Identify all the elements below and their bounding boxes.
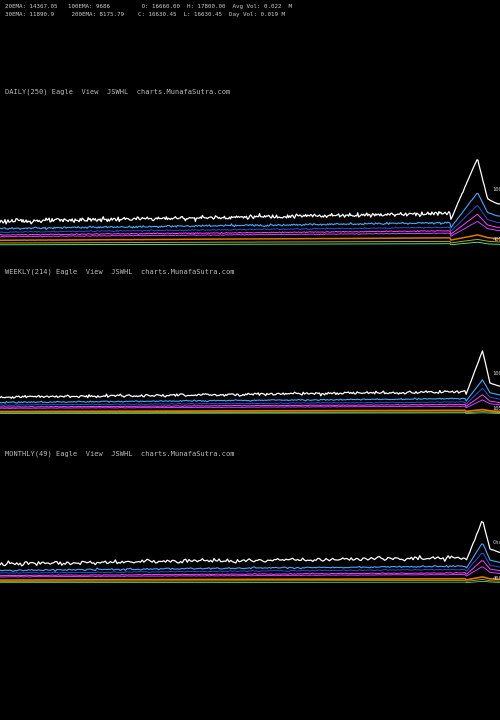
Text: DAILY(250) Eagle  View  JSWHL  charts.MunafaSutra.com: DAILY(250) Eagle View JSWHL charts.Munaf… bbox=[5, 89, 230, 95]
Text: MONTHLY(49) Eagle  View  JSWHL  charts.MunafaSutra.com: MONTHLY(49) Eagle View JSWHL charts.Muna… bbox=[5, 451, 234, 457]
Text: 4000: 4000 bbox=[492, 576, 500, 580]
Text: 1050: 1050 bbox=[492, 407, 500, 411]
Text: WEEKLY(214) Eagle  View  JSWHL  charts.MunafaSutra.com: WEEKLY(214) Eagle View JSWHL charts.Muna… bbox=[5, 269, 234, 275]
Text: 1000: 1000 bbox=[492, 187, 500, 192]
Text: 20EMA: 14367.05   100EMA: 9686         O: 16660.00  H: 17800.00  Avg Vol: 0.022 : 20EMA: 14367.05 100EMA: 9686 O: 16660.00… bbox=[5, 4, 292, 9]
Text: 4050: 4050 bbox=[492, 237, 500, 242]
Text: Cha: Cha bbox=[492, 540, 500, 545]
Text: 30EMA: 11890.9     200EMA: 8175.79    C: 16630.45  L: 16630.45  Day Vol: 0.019 M: 30EMA: 11890.9 200EMA: 8175.79 C: 16630.… bbox=[5, 12, 285, 17]
Text: 1000: 1000 bbox=[492, 371, 500, 376]
